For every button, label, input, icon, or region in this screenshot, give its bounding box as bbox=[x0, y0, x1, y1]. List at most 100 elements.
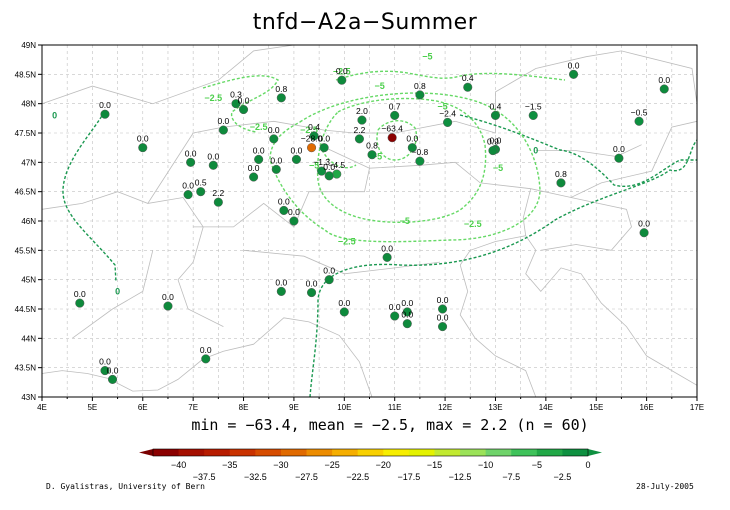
colorbar-segment bbox=[383, 449, 410, 456]
station-marker bbox=[407, 143, 417, 153]
station: 0.0 bbox=[437, 313, 449, 332]
colorbar-lower-label: −12.5 bbox=[449, 472, 472, 482]
station-value-label: 0.8 bbox=[366, 141, 378, 151]
station-marker bbox=[307, 143, 317, 153]
contour-label: −2.5 bbox=[250, 122, 268, 132]
station-value-label: 0.0 bbox=[182, 181, 194, 191]
station: 0.0 bbox=[270, 155, 282, 174]
station-marker bbox=[569, 69, 579, 79]
station-marker bbox=[307, 288, 317, 298]
station-marker bbox=[213, 197, 223, 207]
station-marker bbox=[402, 307, 412, 317]
station: 0.0 bbox=[99, 357, 111, 376]
station-value-label: −28.0 bbox=[301, 134, 323, 144]
station-value-label: −1.3 bbox=[313, 157, 330, 167]
station-marker bbox=[490, 110, 501, 120]
station: 0.0 bbox=[568, 60, 580, 79]
station-value-label: 0.0 bbox=[336, 66, 348, 76]
station-marker bbox=[269, 134, 279, 144]
colorbar-segment bbox=[332, 449, 359, 456]
station-value-label: −0.8 bbox=[411, 147, 428, 157]
coastline-path bbox=[147, 50, 698, 204]
station-value-label: 0.0 bbox=[381, 243, 393, 253]
station-markers: 0.00.00.00.00.00.00.00.0 0.52.20.00.00.00… bbox=[74, 60, 670, 384]
coastline-path bbox=[459, 264, 537, 398]
station: 0.0 bbox=[658, 75, 670, 94]
station: 0.0 bbox=[107, 365, 119, 384]
station-value-label: 0.0 bbox=[268, 125, 280, 135]
colorbar-segment bbox=[280, 449, 307, 456]
coastline-path bbox=[41, 44, 294, 105]
station-value-label: 0.0 bbox=[338, 298, 350, 308]
lon-tick-label: 5E bbox=[87, 403, 97, 412]
coastline-path bbox=[459, 235, 698, 386]
station: −0.5 bbox=[631, 107, 648, 126]
station-marker bbox=[443, 117, 453, 127]
station: 0.0 bbox=[74, 289, 86, 308]
station: 0.0 bbox=[389, 302, 401, 321]
contour-label: −2.5 bbox=[338, 237, 356, 247]
contour-labels: −2.5 −2.5 −2.5 −5 −5 −5 −5 −5 −5 −2.5 −2.5 −2.5 −5 0 0… bbox=[52, 52, 538, 297]
station: −2.4 bbox=[439, 108, 456, 127]
colorbar-upper-label: −20 bbox=[376, 460, 391, 470]
station: 0.0 bbox=[162, 292, 174, 311]
lat-tick-label: 48N bbox=[21, 100, 36, 109]
colorbar-segment bbox=[204, 449, 231, 456]
lat-tick-label: 46.5N bbox=[15, 188, 37, 197]
station-value-label: 0.0 bbox=[248, 163, 260, 173]
station-value-label: 0.4 bbox=[490, 101, 502, 111]
station: 0.4 bbox=[462, 73, 474, 92]
station-value-label: 0.0 bbox=[389, 302, 401, 312]
station: 2.2 bbox=[212, 188, 225, 207]
station: 0.4 bbox=[490, 101, 502, 120]
station-value-label: −63.4 bbox=[381, 124, 403, 134]
station: 0.4 bbox=[308, 122, 320, 141]
station: 0.0 bbox=[99, 100, 111, 119]
contour-lines bbox=[62, 70, 698, 398]
station-marker bbox=[75, 298, 85, 308]
lon-tick-label: 7E bbox=[188, 403, 198, 412]
colorbar-upper-label: −40 bbox=[171, 460, 186, 470]
station-value-label: −2.4 bbox=[439, 108, 456, 118]
contour-label: 0 bbox=[533, 146, 538, 156]
colorbar-segment bbox=[357, 449, 384, 456]
colorbar-segment bbox=[255, 449, 282, 456]
station-marker bbox=[659, 84, 669, 94]
station-value-label: 2.2 bbox=[354, 125, 366, 135]
station: 0.0 bbox=[207, 151, 219, 170]
lat-tick-label: 44.5N bbox=[15, 305, 37, 314]
colorbar: −40 −35 −30 −25 −20 −15 −10 −5 0 −37.5 −32.5 −27.5 −… bbox=[139, 448, 602, 482]
station-marker bbox=[415, 156, 425, 166]
station-value-label: 0.0 bbox=[401, 310, 413, 320]
lat-tick-label: 44N bbox=[21, 334, 36, 343]
station: 0.0 bbox=[323, 162, 335, 181]
colorbar-outline bbox=[152, 448, 589, 457]
contour-line bbox=[321, 149, 357, 169]
station-marker bbox=[324, 171, 334, 181]
station: 2.0 bbox=[356, 106, 368, 125]
station-value-label: 0.4 bbox=[462, 73, 474, 83]
contour-label: 0 bbox=[115, 286, 120, 296]
station-marker bbox=[231, 99, 241, 109]
station: 0.0 bbox=[200, 345, 212, 364]
contour-line bbox=[459, 114, 697, 188]
station: 0.0 bbox=[323, 266, 335, 285]
lon-tick-label: 8E bbox=[239, 403, 249, 412]
station: 0.0 bbox=[381, 243, 393, 262]
lon-tick-label: 6E bbox=[138, 403, 148, 412]
contour-label: −2.5 bbox=[464, 219, 482, 229]
lat-tick-label: 43N bbox=[21, 393, 36, 402]
station-marker bbox=[339, 307, 349, 317]
colorbar-high-arrow bbox=[588, 449, 602, 456]
station-value-label: 0.0 bbox=[99, 100, 111, 110]
station-value-label: 0.0 bbox=[613, 144, 625, 154]
station: 0.0 bbox=[278, 196, 290, 215]
colorbar-segment bbox=[408, 449, 435, 456]
station: −1.3 bbox=[313, 157, 330, 176]
station-value-label: 0.5 bbox=[195, 178, 207, 188]
contour-label: −5 bbox=[437, 102, 447, 112]
contour-label: −5 bbox=[372, 151, 382, 161]
station-marker bbox=[138, 143, 148, 153]
station-value-label: −0.5 bbox=[631, 107, 648, 117]
station-marker bbox=[390, 311, 400, 321]
